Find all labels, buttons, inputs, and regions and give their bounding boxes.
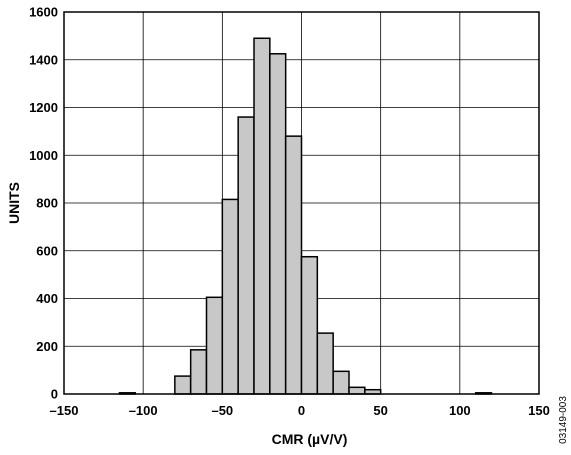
x-tick-label: –100	[129, 403, 158, 418]
x-tick-label: –50	[211, 403, 233, 418]
histogram-bar	[205, 296, 224, 395]
histogram-bar	[269, 53, 287, 395]
y-tick-label: 1600	[29, 5, 58, 20]
y-tick-label: 800	[36, 196, 58, 211]
histogram-bar	[348, 386, 366, 395]
histogram-bar	[284, 135, 303, 395]
y-tick-label: 1200	[29, 100, 58, 115]
histogram-bar	[332, 370, 350, 395]
y-tick-label: 200	[36, 339, 58, 354]
histogram-bar	[174, 375, 192, 395]
x-tick-label: 0	[298, 403, 305, 418]
y-axis-ticks: 0 200 400 600 800 1000 1200 1400 1600	[29, 5, 58, 402]
x-tick-label: 100	[449, 403, 471, 418]
y-tick-label: 400	[36, 291, 58, 306]
y-tick-label: 600	[36, 243, 58, 258]
histogram-bar	[316, 332, 334, 395]
x-tick-label: 150	[528, 403, 550, 418]
y-tick-label: 1400	[29, 52, 58, 67]
histogram-bar	[300, 255, 319, 395]
histogram-bar	[221, 198, 239, 395]
x-axis-ticks: –150 –100 –50 0 50 100 150	[50, 403, 550, 418]
histogram-bars	[118, 37, 493, 395]
x-tick-label: 50	[373, 403, 387, 418]
y-tick-label: 1000	[29, 148, 58, 163]
histogram-bar	[189, 349, 208, 395]
plot-frame	[63, 11, 540, 395]
y-tick-label: 0	[51, 387, 58, 402]
figure-id: 03149-003	[558, 396, 569, 444]
histogram-bar	[253, 37, 271, 395]
y-axis-title: UNITS	[6, 182, 22, 224]
x-axis-title: CMR (µV/V)	[272, 431, 348, 447]
x-tick-label: –150	[50, 403, 79, 418]
histogram-bar	[237, 116, 255, 395]
